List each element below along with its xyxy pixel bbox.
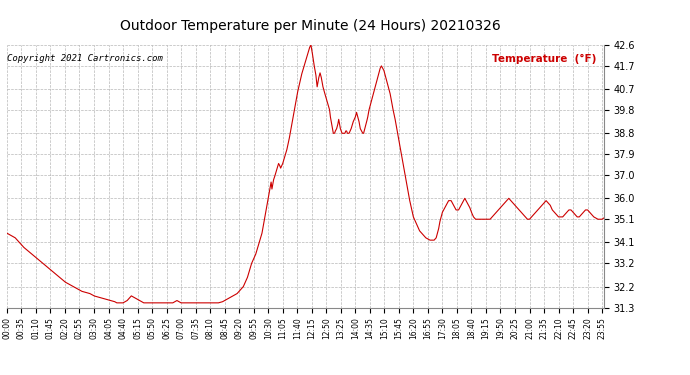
Text: Temperature  (°F): Temperature (°F): [493, 54, 597, 64]
Text: Copyright 2021 Cartronics.com: Copyright 2021 Cartronics.com: [7, 54, 163, 63]
Text: Outdoor Temperature per Minute (24 Hours) 20210326: Outdoor Temperature per Minute (24 Hours…: [120, 19, 501, 33]
